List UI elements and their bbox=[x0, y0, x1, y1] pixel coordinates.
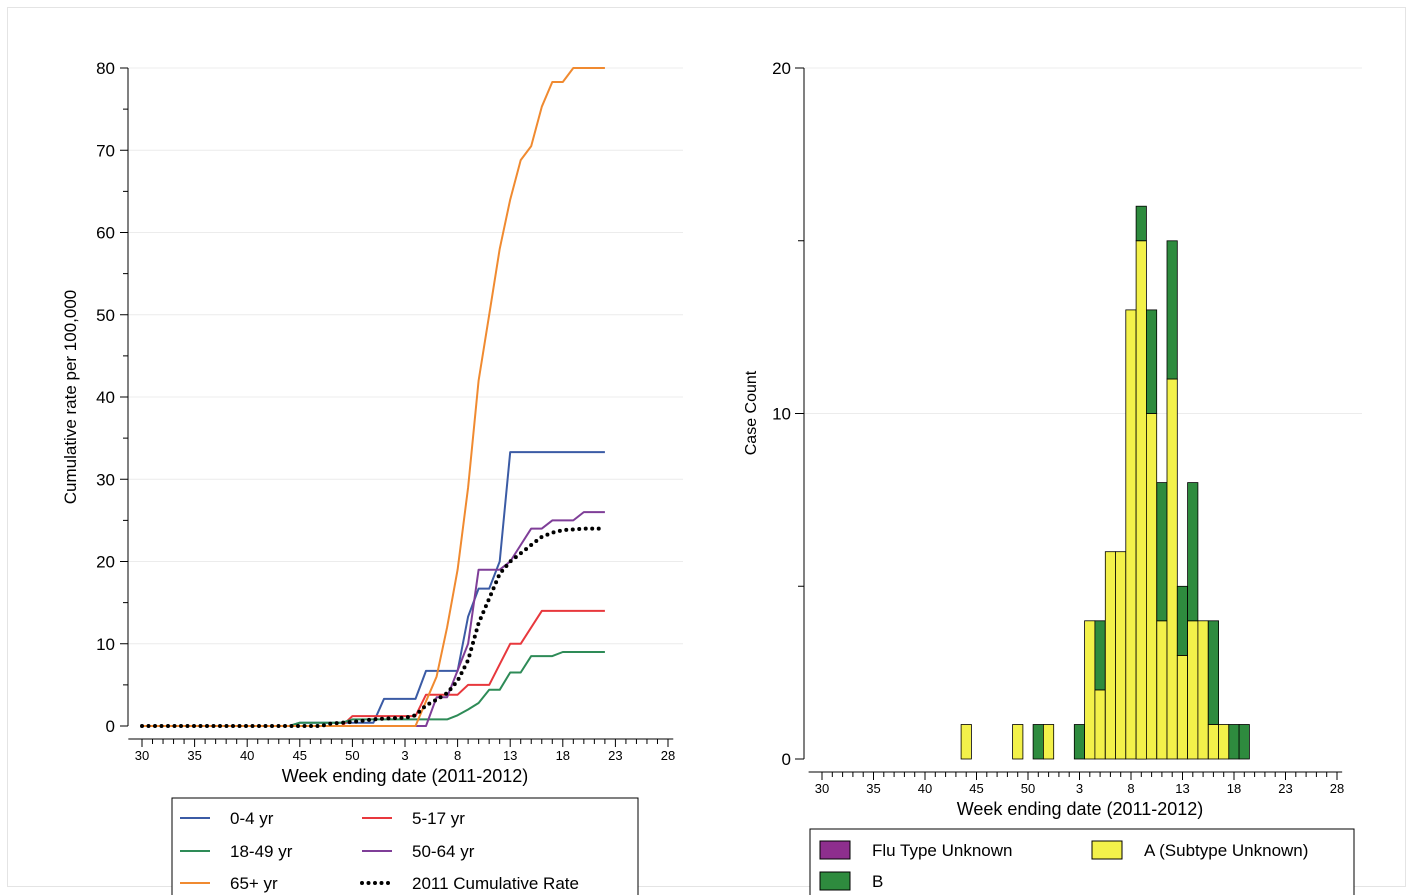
x-tick-label: 3 bbox=[401, 748, 408, 763]
bar-b-week-33 bbox=[1156, 482, 1168, 622]
y-tick-label: 0 bbox=[106, 717, 115, 736]
x-tick-label: 50 bbox=[1021, 781, 1035, 796]
series-line-4 bbox=[142, 67, 605, 727]
bar-a-subtype-unknown-week-29 bbox=[1115, 551, 1127, 760]
x-tick-label: 8 bbox=[1127, 781, 1134, 796]
legend-label-4: 65+ yr bbox=[230, 874, 278, 893]
figure-frame bbox=[7, 7, 1406, 887]
bar-a-subtype-unknown-week-26 bbox=[1084, 620, 1096, 760]
legend-swatch-1 bbox=[1091, 840, 1123, 860]
bar-a-subtype-unknown-week-28 bbox=[1104, 551, 1117, 760]
y-tick-label: 20 bbox=[96, 553, 115, 572]
bar-a-subtype-unknown-week-30 bbox=[1125, 309, 1137, 760]
bar-a-subtype-unknown-week-19 bbox=[1012, 724, 1024, 760]
bar-b-week-31 bbox=[1135, 205, 1147, 242]
x-tick-label: 28 bbox=[661, 748, 675, 763]
y-tick-label: 70 bbox=[96, 141, 115, 160]
x-tick-label: 40 bbox=[918, 781, 932, 796]
bar-b-week-32 bbox=[1146, 309, 1158, 414]
x-tick-label: 18 bbox=[556, 748, 570, 763]
bar-a-subtype-unknown-week-14 bbox=[960, 724, 972, 760]
legend-label-3: 50-64 yr bbox=[412, 842, 475, 861]
y-tick-label: 80 bbox=[96, 59, 115, 78]
x-tick-label: 13 bbox=[503, 748, 517, 763]
legend-box bbox=[809, 828, 1355, 895]
bar-a-subtype-unknown-week-31 bbox=[1135, 240, 1147, 760]
bar-a-subtype-unknown-week-32 bbox=[1146, 413, 1158, 760]
y-axis-label: Cumulative rate per 100,000 bbox=[61, 290, 80, 505]
x-tick-label: 50 bbox=[345, 748, 359, 763]
y-axis-label: Case Count bbox=[743, 370, 760, 455]
bar-b-week-40 bbox=[1228, 724, 1240, 760]
x-axis-label: Week ending date (2011-2012) bbox=[957, 799, 1204, 819]
y-tick-label: 60 bbox=[96, 224, 115, 243]
series-line-2 bbox=[142, 651, 605, 727]
bar-b-week-25 bbox=[1073, 724, 1086, 760]
bar-b-week-36 bbox=[1187, 482, 1199, 622]
x-tick-label: 40 bbox=[240, 748, 254, 763]
bar-a-subtype-unknown-week-37 bbox=[1197, 620, 1209, 760]
series-line-1 bbox=[142, 609, 605, 727]
y-tick-label: 10 bbox=[96, 635, 115, 654]
x-tick-label: 18 bbox=[1227, 781, 1241, 796]
x-tick-label: 3 bbox=[1076, 781, 1083, 796]
legend-label-2: 18-49 yr bbox=[230, 842, 293, 861]
bar-b-week-27 bbox=[1094, 620, 1106, 691]
bar-b-week-34 bbox=[1166, 240, 1178, 380]
x-tick-label: 13 bbox=[1175, 781, 1189, 796]
y-tick-label: 20 bbox=[772, 59, 791, 78]
legend-label-2: B bbox=[872, 872, 883, 891]
legend-label-1: A (Subtype Unknown) bbox=[1144, 841, 1308, 860]
bar-a-subtype-unknown-week-27 bbox=[1094, 689, 1106, 760]
x-tick-label: 23 bbox=[608, 748, 622, 763]
bar-a-subtype-unknown-week-35 bbox=[1176, 655, 1189, 760]
series-line-5 bbox=[140, 526, 607, 728]
bar-a-subtype-unknown-week-39 bbox=[1218, 724, 1230, 760]
x-tick-label: 30 bbox=[815, 781, 829, 796]
x-axis-label: Week ending date (2011-2012) bbox=[282, 766, 529, 786]
x-tick-label: 23 bbox=[1278, 781, 1292, 796]
bar-a-subtype-unknown-week-34 bbox=[1166, 378, 1178, 760]
legend-box bbox=[171, 797, 639, 895]
y-tick-label: 0 bbox=[782, 750, 791, 769]
bar-a-subtype-unknown-week-22 bbox=[1043, 724, 1055, 760]
x-tick-label: 28 bbox=[1330, 781, 1344, 796]
legend-label-5: 2011 Cumulative Rate bbox=[412, 874, 579, 893]
y-tick-label: 40 bbox=[96, 388, 115, 407]
bar-b-week-35 bbox=[1176, 585, 1189, 656]
x-tick-label: 8 bbox=[454, 748, 461, 763]
bar-b-week-38 bbox=[1207, 620, 1220, 725]
x-tick-label: 30 bbox=[135, 748, 149, 763]
x-tick-label: 35 bbox=[187, 748, 201, 763]
bar-b-week-41 bbox=[1238, 724, 1250, 760]
legend-swatch-0 bbox=[819, 840, 851, 860]
y-tick-label: 50 bbox=[96, 306, 115, 325]
x-tick-label: 35 bbox=[866, 781, 880, 796]
x-tick-label: 45 bbox=[969, 781, 983, 796]
y-tick-label: 30 bbox=[96, 470, 115, 489]
bar-a-subtype-unknown-week-38 bbox=[1207, 724, 1220, 760]
y-tick-label: 10 bbox=[772, 405, 791, 424]
bar-b-week-21 bbox=[1032, 724, 1044, 760]
legend-label-0: 0-4 yr bbox=[230, 809, 274, 828]
x-tick-label: 45 bbox=[293, 748, 307, 763]
bar-a-subtype-unknown-week-36 bbox=[1187, 620, 1199, 760]
legend-label-1: 5-17 yr bbox=[412, 809, 465, 828]
legend-label-0: Flu Type Unknown bbox=[872, 841, 1012, 860]
legend-swatch-2 bbox=[819, 871, 851, 891]
bar-a-subtype-unknown-week-33 bbox=[1156, 620, 1168, 760]
